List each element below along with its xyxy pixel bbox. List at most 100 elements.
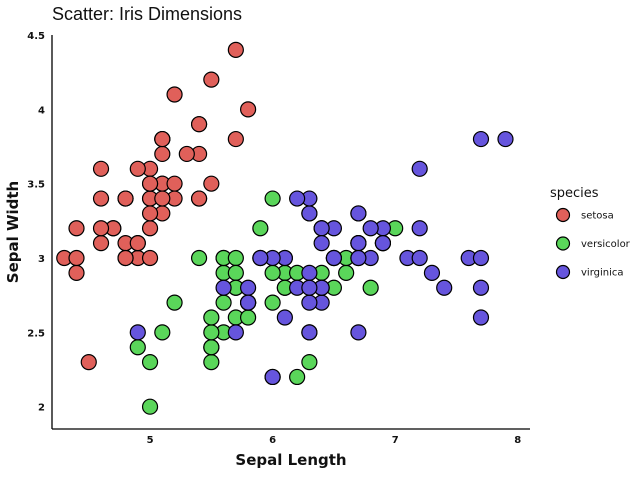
data-points <box>56 41 514 415</box>
data-point <box>338 264 355 281</box>
data-point <box>92 190 110 207</box>
data-point <box>227 264 244 281</box>
data-point <box>411 160 428 177</box>
data-point <box>154 190 171 207</box>
data-point <box>68 264 85 281</box>
data-point <box>289 190 306 207</box>
data-point <box>472 279 490 296</box>
data-point <box>350 249 367 267</box>
data-point <box>154 324 171 341</box>
data-point <box>240 294 257 311</box>
legend-marker-versicolor <box>555 236 571 251</box>
data-point <box>350 324 367 341</box>
data-point <box>92 220 110 237</box>
data-point <box>166 86 183 103</box>
data-point <box>203 324 220 341</box>
data-point <box>362 279 379 296</box>
data-point <box>203 353 220 371</box>
data-point <box>411 220 428 237</box>
legend-label-virginica: virginica <box>581 268 624 279</box>
data-point <box>117 249 134 267</box>
data-point <box>68 249 85 267</box>
data-point <box>203 71 220 88</box>
data-point <box>166 175 183 192</box>
legend-title: species <box>550 186 599 201</box>
y-tick-label: 3 <box>38 254 45 265</box>
data-point <box>472 249 490 267</box>
data-point <box>92 160 110 177</box>
data-point <box>141 353 159 371</box>
data-point <box>252 249 269 267</box>
data-point <box>264 294 281 311</box>
series-setosa <box>56 41 257 371</box>
x-tick-label: 8 <box>514 435 521 446</box>
data-point <box>215 294 232 311</box>
legend-label-versicolor: versicolor <box>581 239 631 250</box>
data-point <box>423 264 441 281</box>
data-point <box>276 309 293 326</box>
data-point <box>129 160 146 177</box>
data-point <box>472 130 490 148</box>
data-point <box>190 249 208 267</box>
data-point <box>129 235 146 252</box>
x-tick-label: 6 <box>269 435 276 446</box>
series-virginica <box>129 130 514 386</box>
data-point <box>178 145 195 163</box>
data-point <box>301 353 318 371</box>
data-point <box>92 235 110 252</box>
y-tick-label: 3.5 <box>27 180 45 191</box>
data-point <box>203 339 220 356</box>
legend-marker-virginica <box>555 264 571 280</box>
data-point <box>141 205 159 222</box>
data-point <box>252 220 269 237</box>
data-point <box>374 235 392 252</box>
data-point <box>154 145 171 163</box>
x-tick-label: 5 <box>147 435 154 446</box>
data-point <box>362 220 379 237</box>
data-point <box>240 309 257 326</box>
data-point <box>240 279 257 296</box>
data-point <box>472 309 490 326</box>
ticks: 5 6 7 8 2 2.5 3 3.5 4 4.5 <box>27 31 521 446</box>
data-point <box>154 130 171 148</box>
data-point <box>80 353 97 371</box>
legend-marker-setosa <box>555 207 571 223</box>
data-point <box>227 249 244 267</box>
data-point <box>350 235 367 252</box>
data-point <box>264 264 281 281</box>
legend-label-setosa: setosa <box>581 211 614 222</box>
data-point <box>350 205 367 222</box>
data-point <box>141 220 159 237</box>
data-point <box>190 116 208 133</box>
data-point <box>141 175 159 192</box>
x-axis-title: Sepal Length <box>235 451 346 469</box>
data-point <box>166 294 183 311</box>
data-point <box>203 175 220 192</box>
data-point <box>436 279 453 296</box>
data-point <box>411 249 428 267</box>
data-point <box>301 279 318 296</box>
data-point <box>313 220 330 237</box>
x-tick-label: 7 <box>392 435 399 446</box>
y-tick-label: 4 <box>38 105 45 116</box>
y-axis-title: Sepal Width <box>4 181 22 283</box>
data-point <box>301 294 318 311</box>
data-point <box>129 339 146 356</box>
axes <box>51 35 530 430</box>
data-point <box>227 130 244 148</box>
data-point <box>227 41 244 58</box>
data-point <box>301 264 318 281</box>
data-point <box>289 368 306 386</box>
data-point <box>301 324 318 341</box>
data-point <box>141 398 159 415</box>
data-point <box>68 220 85 237</box>
data-point <box>240 101 257 118</box>
data-point <box>117 190 134 207</box>
data-point <box>190 190 208 207</box>
legend: species setosa versicolor virginica <box>550 186 631 280</box>
data-point <box>264 190 281 207</box>
data-point <box>497 130 514 148</box>
y-tick-label: 2.5 <box>27 328 45 339</box>
data-point <box>215 279 232 296</box>
